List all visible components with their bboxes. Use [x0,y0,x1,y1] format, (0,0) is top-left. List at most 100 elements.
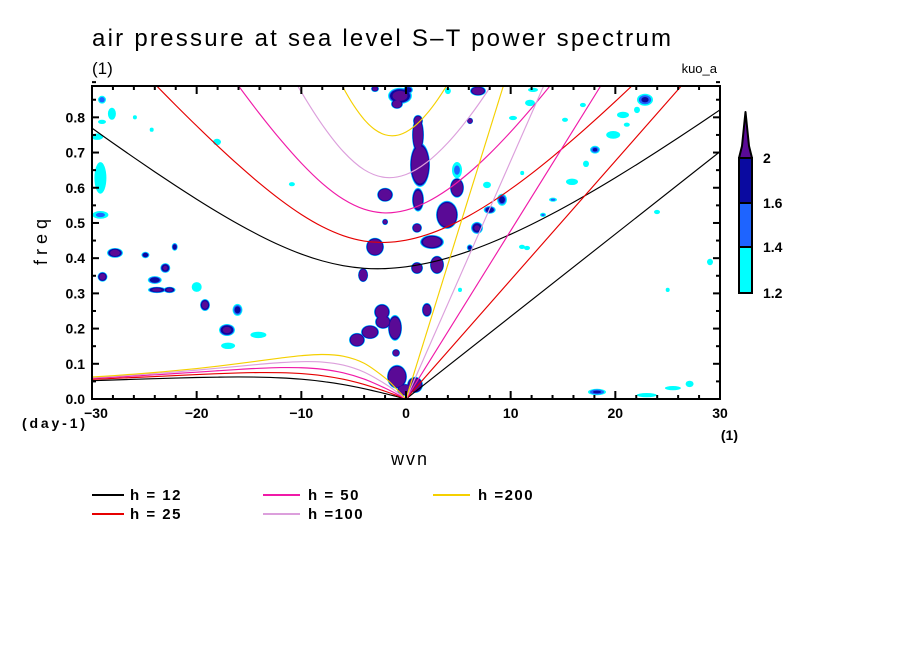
colorbar-bin-3 [738,157,753,204]
spectral-peak-contour [423,236,441,248]
spectral-peak-contour [149,277,160,283]
spectral-peak-contour [472,87,484,95]
colorbar-bin-1 [738,246,753,294]
x-axis-label: wvn [390,449,427,469]
dispersion-curve-rossby-n1-h50 [92,366,407,399]
contour-fill-level-4 [99,86,484,395]
spectral-peak-contour [372,86,378,91]
spectral-peak-contour [393,350,399,356]
dispersion-curve-kelvin-h25 [405,86,682,399]
x-tick-label: −10 [289,405,313,421]
chart-title: air pressure at sea level S–T power spec… [92,25,671,52]
spectral-peak-contour [152,288,162,292]
spectral-peak-contour [392,90,408,101]
legend-item-h100: h =100 [263,506,364,523]
x-tick-label: −30 [84,405,108,421]
legend-item-h25: h = 25 [92,506,182,523]
spectral-peak-contour [95,212,105,218]
dispersion-curve-rossby-n1-h200 [92,353,407,399]
spectral-peak-contour [562,117,568,122]
spectral-peak-contour [98,119,106,124]
colorbar-label: 1.2 [763,285,783,301]
legend-label: h = 25 [130,506,182,523]
spectral-peak-contour [520,170,525,176]
y-tick-label: 0.1 [66,356,86,372]
spectral-peak-contour [389,317,401,339]
spectral-peak-contour [423,304,431,316]
spectral-peak-contour [454,165,460,175]
legend-label: h = 12 [130,487,182,504]
plot-area [92,86,720,399]
dispersion-curve-inertia-gravity-n1-h25 [155,86,633,244]
y-tick-label: 0.8 [66,109,86,125]
spectral-peak-contour [499,196,505,204]
dataset-tag: kuo_a [682,61,718,76]
spectral-peak-contour [550,198,556,201]
spectral-peak-contour [664,386,681,391]
dispersion-curve-inertia-gravity-n1-h12 [92,109,720,270]
spectral-peak-contour [222,326,232,334]
spectral-peak-contour [163,265,168,271]
spectral-peak-contour [166,288,173,292]
spectral-peak-contour [593,390,601,394]
y-tick-label: 0.6 [66,180,86,196]
x-tick-label: 30 [712,405,728,421]
spectral-peak-contour [451,179,463,196]
spectral-peak-contour [234,306,241,314]
x-axis-unit: (1) [721,427,738,443]
legend-label: h =100 [308,506,364,523]
spectral-peak-contour [606,131,621,139]
spectral-peak-contour [641,97,649,103]
dispersion-curve-inertia-gravity-n1-h100 [297,86,492,179]
spectral-peak-contour [367,239,383,255]
spectral-peak-contour [191,282,202,292]
y-tick-label: 0.4 [66,250,86,266]
spectral-peak-contour [634,106,640,114]
axis-ticks [91,81,721,400]
spectral-peak-contour [636,393,657,398]
colorbar-label: 2 [763,150,771,166]
spectral-peak-contour [201,301,209,309]
legend-label: h =200 [478,487,534,504]
spectral-peak-contour [149,127,154,132]
dispersion-curves [92,86,720,399]
legend: h = 12 h = 25 h = 50 h =100 h =200 [92,487,534,523]
spectral-peak-contour [707,258,713,266]
spectral-peak-contour [388,366,406,387]
spectral-peak-contour [392,100,402,108]
spectral-peak-contour [519,244,525,249]
y-tick-label: 0.0 [66,391,86,407]
dispersion-curve-kelvin-h12 [405,151,720,399]
spectral-peak-contour [142,252,149,258]
spectral-peak-contour [413,190,423,209]
spectral-peak-contour [592,148,598,152]
colorbar-bin-2 [738,202,753,248]
dispersion-curve-rossby-n1-h12 [92,376,407,399]
spectral-peak-contour [378,189,392,201]
x-tick-label: −20 [185,405,209,421]
spectral-peak-contour [528,87,538,92]
spectral-peak-contour [413,224,421,232]
spectral-peak-contour [375,305,389,319]
x-tick-labels: −30 −20 −10 0 10 20 30 [84,405,728,421]
spectral-peak-contour [617,111,629,119]
spectral-peak-contour [107,107,116,120]
dispersion-curve-kelvin-h100 [405,86,545,399]
legend-item-h200: h =200 [433,487,534,504]
y-tick-label: 0.3 [66,285,86,301]
spectral-peak-contour [288,182,295,187]
spectral-peak-contour [474,225,480,231]
spectral-peak-contour [623,122,630,127]
spectral-peak-contour [376,316,390,328]
legend-item-h12: h = 12 [92,487,182,504]
spectral-peak-contour [654,209,660,215]
spectral-peak-contour [541,213,545,217]
chart-subtitle: (1) [92,59,113,78]
spectral-peak-contour [221,342,236,349]
x-tick-label: 20 [608,405,624,421]
x-tick-label: 10 [503,405,519,421]
spectral-peak-contour [99,97,105,103]
spectral-peak-contour [172,244,177,250]
spectral-peak-contour [467,118,473,124]
